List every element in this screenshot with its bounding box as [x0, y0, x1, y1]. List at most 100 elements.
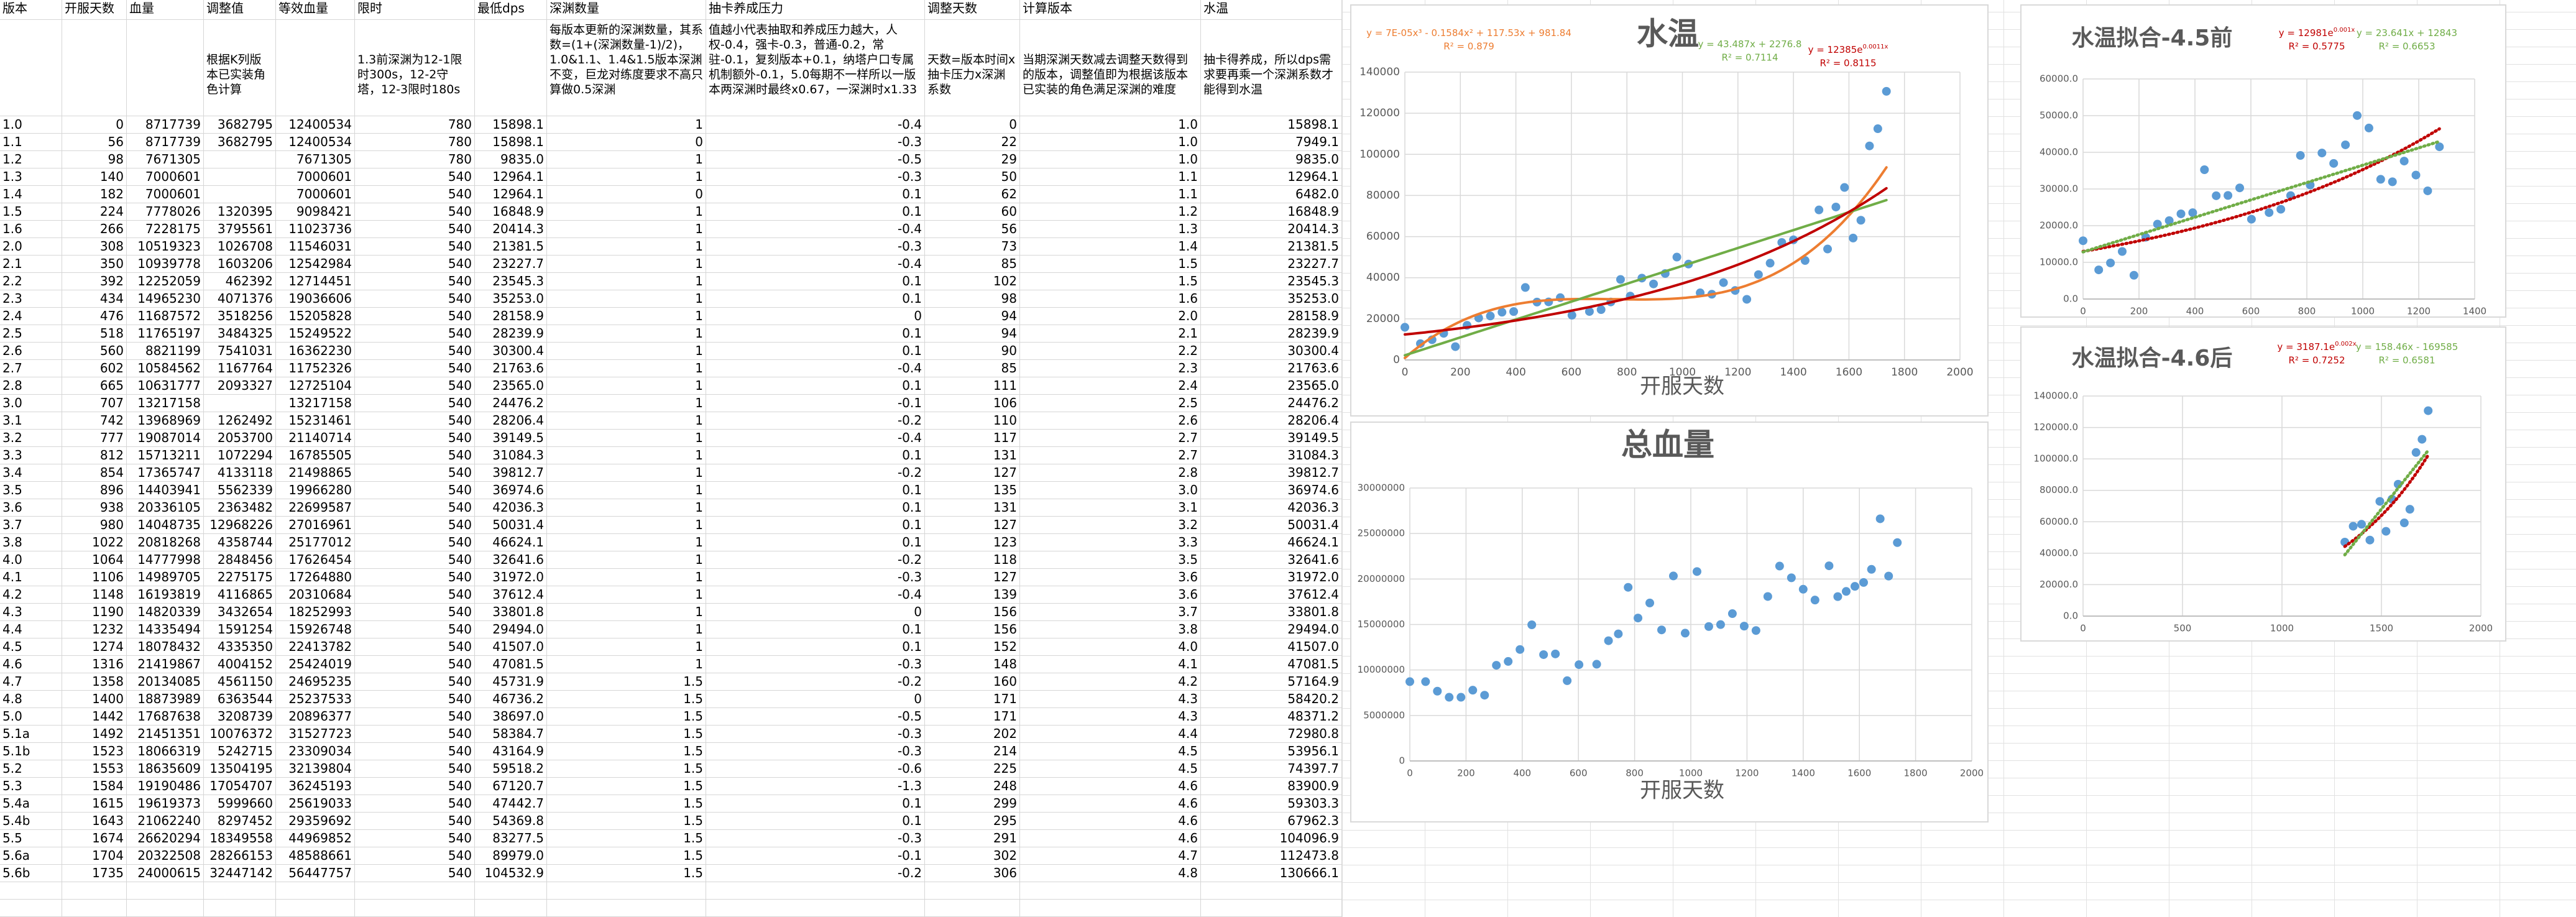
- table-cell: 17365747: [127, 464, 204, 482]
- table-cell: 37612.4: [475, 586, 547, 604]
- table-cell: 44969852: [276, 830, 355, 847]
- table-cell: 0.1: [706, 482, 925, 499]
- table-cell: 13968969: [127, 412, 204, 430]
- table-cell: 540: [355, 464, 475, 482]
- trendline: [1404, 166, 1888, 359]
- data-point: [1504, 657, 1513, 666]
- table-cell: 540: [355, 290, 475, 308]
- x-tick-label: 0: [2080, 623, 2086, 634]
- y-tick-label: 40000.0: [2040, 147, 2078, 158]
- table-cell: 1: [547, 551, 706, 569]
- table-cell: 36245193: [276, 778, 355, 795]
- table-cell: 37612.4: [1201, 586, 1342, 604]
- equation-text: y = 7E-05x³ - 0.1584x² + 117.53x + 981.8…: [1366, 27, 1571, 39]
- x-tick-label: 2000: [1960, 768, 1984, 779]
- table-cell: 540: [355, 377, 475, 395]
- empty-cell: [62, 900, 127, 917]
- y-tick-label: 0.0: [2063, 611, 2078, 622]
- column-header: 深渊数量: [547, 0, 706, 20]
- data-point: [1405, 677, 1414, 686]
- table-cell: 518: [62, 325, 127, 343]
- y-tick-label: 60000.0: [2040, 516, 2078, 527]
- table-cell: 392: [62, 273, 127, 290]
- table-cell: 4.5: [1020, 743, 1201, 760]
- table-cell: 111: [925, 377, 1020, 395]
- table-cell: 14335494: [127, 621, 204, 638]
- y-tick-label: 80000.0: [2040, 484, 2078, 495]
- data-point: [1823, 244, 1833, 254]
- table-cell: 15713211: [127, 447, 204, 464]
- table-cell: 104532.9: [475, 865, 547, 882]
- table-cell: 27016961: [276, 517, 355, 534]
- table-cell: 350: [62, 256, 127, 273]
- y-tick-label: 25000000: [1358, 528, 1405, 539]
- table-cell: 46736.2: [475, 691, 547, 708]
- table-cell: 19087014: [127, 430, 204, 447]
- table-cell: 31972.0: [1201, 569, 1342, 586]
- table-cell: 1.5: [547, 726, 706, 743]
- table-cell: 4.2: [0, 586, 62, 604]
- table-cell: 980: [62, 517, 127, 534]
- table-cell: 21763.6: [475, 360, 547, 377]
- y-tick-label: 80000: [1366, 189, 1400, 201]
- data-point: [2296, 151, 2305, 160]
- table-cell: 31084.3: [475, 447, 547, 464]
- table-cell: 540: [355, 273, 475, 290]
- data-point: [1509, 307, 1519, 316]
- table-cell: 12542984: [276, 256, 355, 273]
- table-cell: 2.4: [1020, 377, 1201, 395]
- y-tick-label: 140000.0: [2033, 390, 2078, 402]
- table-cell: 0.1: [706, 517, 925, 534]
- table-cell: 5.6b: [0, 865, 62, 882]
- chart-title: 水温: [1637, 16, 1699, 52]
- table-cell: 1: [547, 168, 706, 186]
- table-cell: 89979.0: [475, 847, 547, 865]
- equation-text: y = 23.641x + 12843: [2357, 27, 2457, 39]
- equation-exponent: 0.002x: [2335, 341, 2357, 348]
- table-cell: 18078432: [127, 638, 204, 656]
- x-tick-label: 1000: [2270, 623, 2294, 634]
- table-cell: 540: [355, 865, 475, 882]
- table-cell: 1148: [62, 586, 127, 604]
- table-cell: 476: [62, 308, 127, 325]
- table-cell: 1022: [62, 534, 127, 551]
- column-note: 值越小代表抽取和养成压力越大，人权-0.4，强卡-0.3，普通-0.2，常驻-0…: [706, 20, 925, 116]
- table-cell: 14820339: [127, 604, 204, 621]
- table-cell: 1232: [62, 621, 127, 638]
- table-cell: 1400: [62, 691, 127, 708]
- table-cell: 9835.0: [1201, 151, 1342, 168]
- column-header: 限时: [355, 0, 475, 20]
- table-cell: 780: [355, 134, 475, 151]
- empty-cell: [355, 900, 475, 917]
- table-cell: 3.0: [1020, 482, 1201, 499]
- column-note: 根据K列版本已实装角色计算: [204, 20, 276, 116]
- column-header: 版本: [0, 0, 62, 20]
- x-tick-label: 800: [1626, 768, 1644, 779]
- table-cell: 1: [547, 604, 706, 621]
- table-cell: 540: [355, 569, 475, 586]
- table-cell: 24695235: [276, 673, 355, 691]
- table-cell: 462392: [204, 273, 276, 290]
- table-cell: 90: [925, 343, 1020, 360]
- data-point: [1798, 584, 1808, 594]
- table-cell: -0.3: [706, 830, 925, 847]
- data-point: [1563, 676, 1572, 685]
- x-axis-title: 开服天数: [1640, 778, 1724, 803]
- table-cell: 15249522: [276, 325, 355, 343]
- data-point: [1882, 86, 1891, 96]
- table-cell: 23227.7: [1201, 256, 1342, 273]
- table-cell: 3.3: [0, 447, 62, 464]
- table-cell: 1.1: [1020, 186, 1201, 203]
- table-cell: 32641.6: [475, 551, 547, 569]
- table-cell: 202: [925, 726, 1020, 743]
- table-cell: 4358744: [204, 534, 276, 551]
- y-tick-label: 60000: [1366, 231, 1400, 243]
- column-header: 水温: [1201, 0, 1342, 20]
- table-cell: 291: [925, 830, 1020, 847]
- table-cell: -0.2: [706, 412, 925, 430]
- table-cell: 3795561: [204, 221, 276, 238]
- table-cell: 21451351: [127, 726, 204, 743]
- equation-exponent: 0.0011x: [1863, 44, 1888, 50]
- table-cell: 2363482: [204, 499, 276, 517]
- table-cell: 47081.5: [475, 656, 547, 673]
